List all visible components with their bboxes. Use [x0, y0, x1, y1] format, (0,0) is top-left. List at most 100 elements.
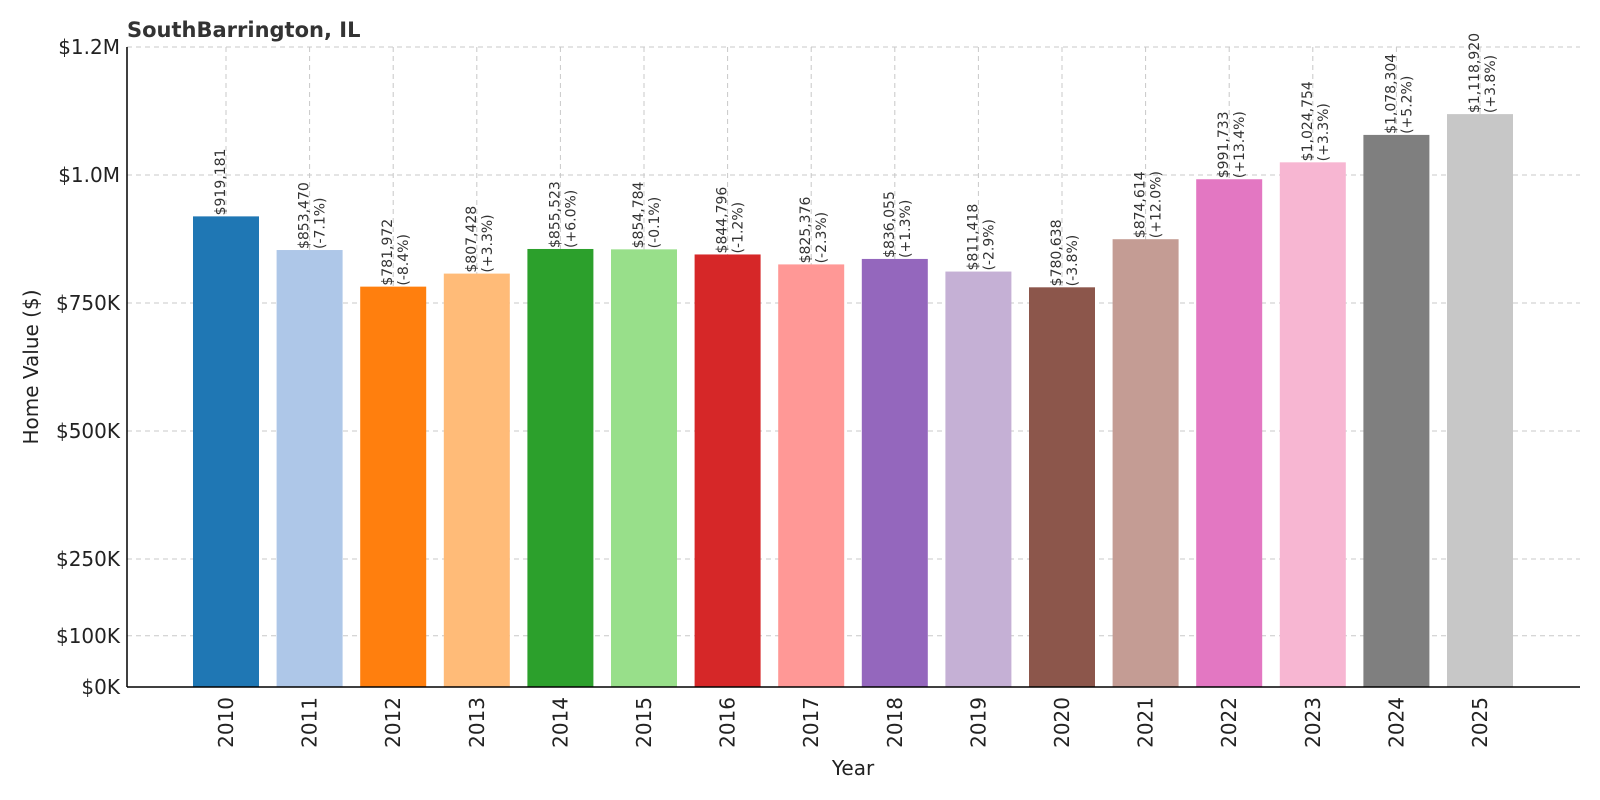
bar-2024 — [1363, 134, 1430, 688]
bar-2015 — [611, 249, 677, 687]
x-tick-2017: 2017 — [799, 697, 823, 748]
x-tick-label: 2013 — [465, 697, 489, 748]
x-tick-labels: 2010 2011 2012 2013 2014 2015 2016 2017 2018 2019… — [214, 697, 1492, 748]
bar-change-label: (+13.4%) — [1232, 111, 1248, 178]
data-labels: $919,181 $853,470 (-7.1%) $781,972 (-8.4%) $8… — [213, 33, 1499, 286]
x-tick-label: 2010 — [214, 697, 238, 748]
bar-2021 — [1112, 239, 1179, 687]
bar-change-label: (+5.2%) — [1399, 76, 1415, 134]
data-label-2024: $1,078,304 (+5.2%) — [1383, 54, 1415, 134]
y-tick-label: $1.2M — [58, 35, 120, 59]
data-label-2023: $1,024,754 (+3.3%) — [1300, 81, 1332, 161]
bar-2022 — [1196, 179, 1263, 687]
x-tick-2016: 2016 — [716, 697, 740, 748]
data-label-2021: $874,614 (+12.0%) — [1133, 171, 1165, 238]
bar-2012 — [360, 286, 427, 687]
bar-change-label: (+6.0%) — [563, 190, 579, 248]
bar-value-label: $844,796 — [715, 187, 731, 254]
data-label-2010: $919,181 — [213, 149, 229, 216]
bar-2013 — [443, 273, 510, 687]
bar-value-label: $807,428 — [464, 206, 480, 273]
x-tick-label: 2016 — [716, 697, 740, 748]
x-tick-label: 2024 — [1384, 697, 1408, 748]
x-tick-label: 2020 — [1050, 697, 1074, 748]
data-label-2013: $807,428 (+3.3%) — [464, 206, 496, 273]
bar-change-label: (-8.4%) — [396, 234, 412, 286]
bar-2020 — [1029, 287, 1095, 687]
bar-2010 — [193, 216, 259, 687]
bar-change-label: (-2.9%) — [981, 219, 997, 271]
x-tick-label: 2021 — [1134, 697, 1158, 748]
data-label-2012: $781,972 (-8.4%) — [380, 219, 412, 286]
bar-2023 — [1279, 162, 1346, 688]
y-tick-label: $1.0M — [58, 163, 120, 187]
bar-value-label: $1,078,304 — [1383, 54, 1399, 134]
bar-value-label: $874,614 — [1133, 171, 1149, 238]
bar-value-label: $811,418 — [965, 204, 981, 271]
bar-change-label: (+3.3%) — [1316, 103, 1332, 161]
x-tick-label: 2025 — [1468, 697, 1492, 748]
x-axis-label: Year — [831, 756, 875, 780]
x-tick-2020: 2020 — [1050, 697, 1074, 748]
bar-change-label: (-1.2%) — [731, 202, 747, 254]
x-tick-label: 2011 — [298, 697, 322, 748]
data-label-2015: $854,784 (-0.1%) — [631, 181, 663, 248]
bar-value-label: $836,055 — [882, 191, 898, 258]
bar-value-label: $1,118,920 — [1467, 33, 1483, 113]
x-tick-label: 2017 — [799, 697, 823, 748]
data-label-2016: $844,796 (-1.2%) — [715, 187, 747, 254]
bar-2011 — [276, 250, 343, 687]
x-tick-2024: 2024 — [1384, 697, 1408, 748]
bar-change-label: (+3.8%) — [1483, 55, 1499, 113]
data-label-2025: $1,118,920 (+3.8%) — [1467, 33, 1499, 113]
x-tick-2023: 2023 — [1301, 697, 1325, 748]
bar-change-label: (+12.0%) — [1149, 171, 1165, 238]
bar-value-label: $853,470 — [297, 182, 313, 249]
data-label-2011: $853,470 (-7.1%) — [297, 182, 329, 249]
bar-2016 — [694, 254, 761, 687]
bar-change-label: (-0.1%) — [647, 197, 663, 249]
x-tick-label: 2012 — [381, 697, 405, 748]
bar-change-label: (+3.3%) — [480, 214, 496, 272]
data-label-2018: $836,055 (+1.3%) — [882, 191, 914, 258]
grid — [127, 46, 1580, 688]
bars — [193, 114, 1513, 688]
bar-change-label: (+1.3%) — [898, 200, 914, 258]
bar-value-label: $991,733 — [1216, 111, 1232, 178]
bar-value-label: $919,181 — [213, 149, 229, 216]
bar-change-label: (-3.8%) — [1065, 235, 1081, 287]
x-tick-2018: 2018 — [883, 697, 907, 748]
y-axis-label: Home Value ($) — [19, 289, 43, 444]
data-label-2017: $825,376 (-2.3%) — [798, 197, 830, 264]
x-tick-2011: 2011 — [298, 697, 322, 748]
x-tick-label: 2014 — [548, 697, 572, 748]
x-tick-2010: 2010 — [214, 697, 238, 748]
bar-2014 — [527, 248, 594, 687]
bar-change-label: (-2.3%) — [814, 212, 830, 264]
y-tick-label: $0K — [81, 675, 120, 699]
data-label-2022: $991,733 (+13.4%) — [1216, 111, 1248, 178]
bar-2025 — [1447, 114, 1513, 687]
x-tick-label: 2022 — [1217, 697, 1241, 748]
x-tick-2021: 2021 — [1134, 697, 1158, 748]
x-tick-label: 2018 — [883, 697, 907, 748]
bar-value-label: $781,972 — [380, 219, 396, 286]
bar-value-label: $825,376 — [798, 197, 814, 264]
chart-title: SouthBarrington, IL — [127, 18, 360, 42]
y-tick-label: $100K — [56, 624, 121, 648]
bar-2018 — [861, 258, 928, 687]
x-tick-2014: 2014 — [548, 697, 572, 748]
y-tick-label: $750K — [56, 291, 121, 315]
y-tick-label: $500K — [56, 419, 121, 443]
y-tick-label: $250K — [56, 547, 121, 571]
bar-value-label: $780,638 — [1049, 220, 1065, 287]
data-label-2019: $811,418 (-2.9%) — [965, 204, 997, 271]
bar-value-label: $854,784 — [631, 181, 647, 248]
bar-2019 — [945, 271, 1012, 687]
x-tick-2025: 2025 — [1468, 697, 1492, 748]
y-tick-labels: $0K $100K $250K $500K $750K $1.0M $1.2M — [56, 35, 121, 699]
data-label-2014: $855,523 (+6.0%) — [547, 181, 579, 248]
x-tick-2012: 2012 — [381, 697, 405, 748]
